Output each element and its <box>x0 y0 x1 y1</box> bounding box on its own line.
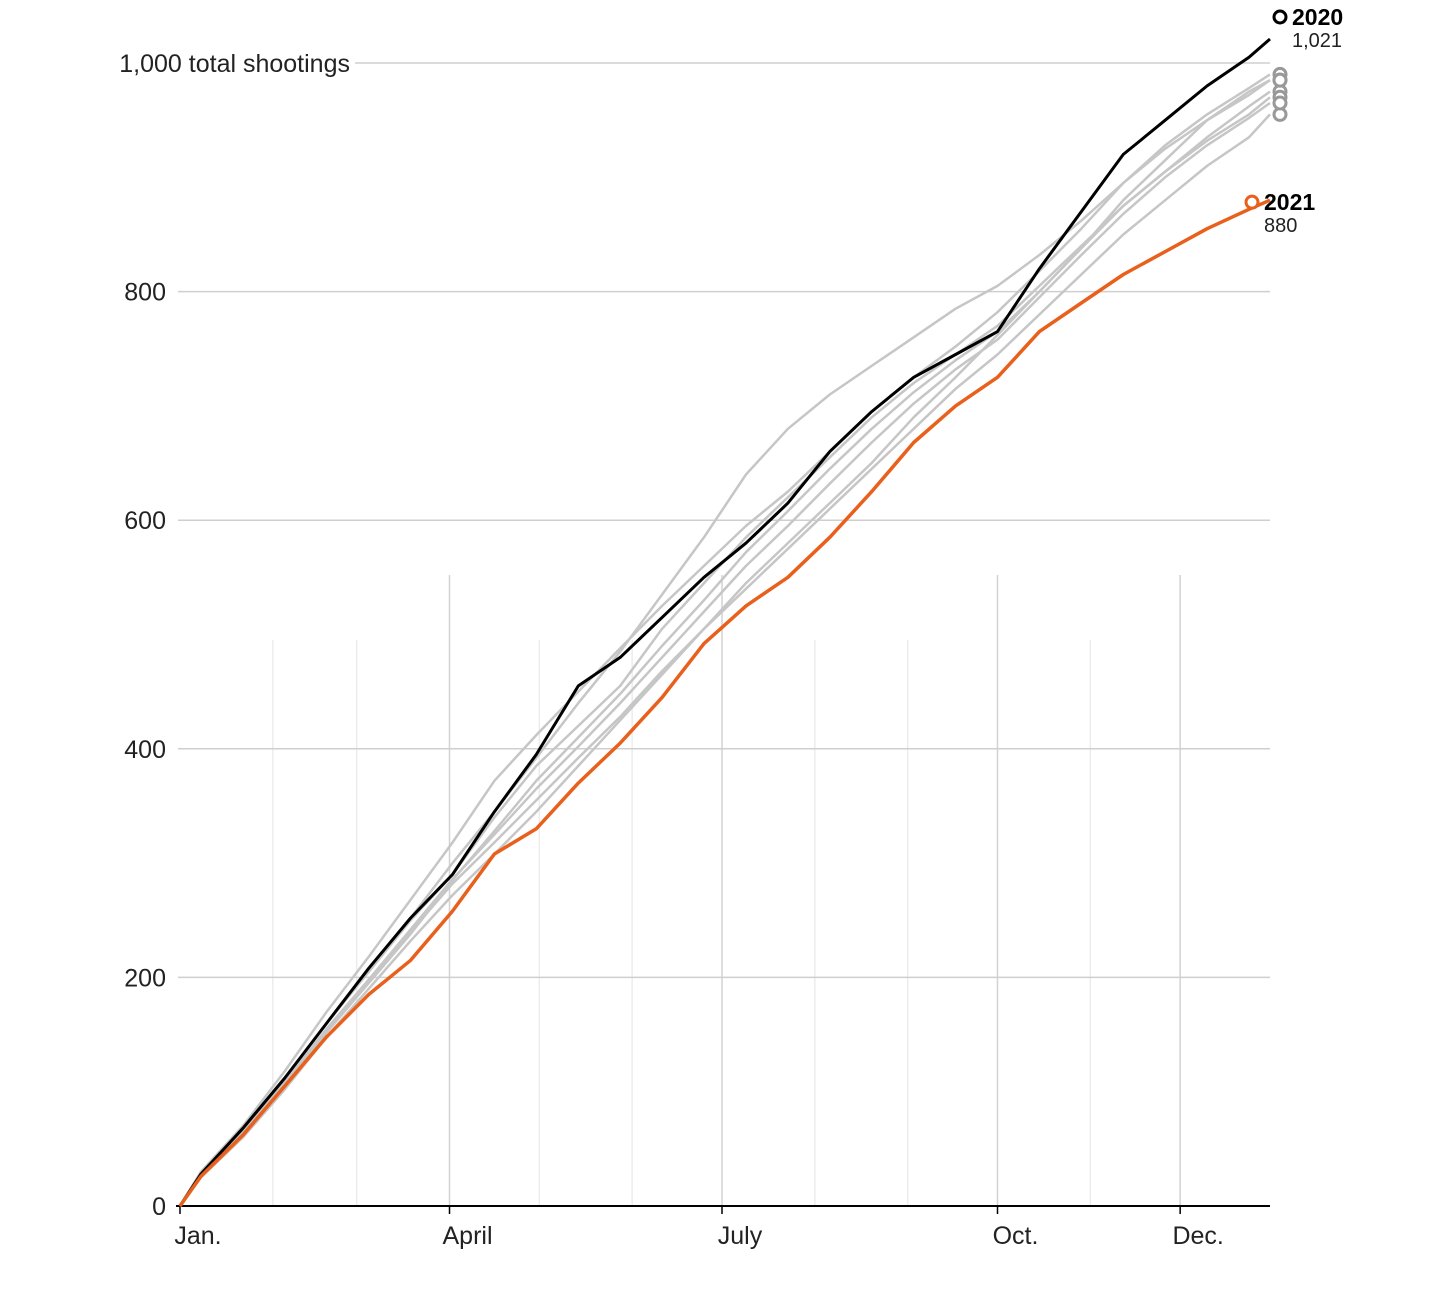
x-tick-label: Oct. <box>993 1222 1039 1250</box>
other-years-series <box>178 73 1271 1207</box>
series-line-other-year <box>178 113 1271 1207</box>
series-end-marker-2021 <box>1244 194 1260 210</box>
series-value-label: 1,021 <box>1292 30 1342 52</box>
x-tick-label: July <box>718 1222 763 1250</box>
y-axis: 0 200 400 600 800 1,000 total shootings <box>119 50 350 1221</box>
y-tick-label: 1,000 total shootings <box>119 50 350 78</box>
series-line-other-year <box>178 101 1271 1207</box>
series-name-label: 2021 <box>1264 189 1315 215</box>
y-tick-label: 600 <box>124 507 166 535</box>
x-axis: Jan. April July Oct. Dec. <box>174 1205 1270 1250</box>
series-end-marker <box>1272 95 1288 111</box>
series-line-other-year <box>178 96 1271 1207</box>
series-line-other-year <box>178 90 1271 1207</box>
y-tick-label: 0 <box>152 1193 166 1221</box>
x-tick-label: April <box>442 1222 492 1250</box>
x-tick-label: Dec. <box>1172 1222 1223 1250</box>
y-tick-label: 800 <box>124 279 166 307</box>
series-end-marker <box>1272 72 1288 88</box>
series-end-marker-2020 <box>1272 9 1288 25</box>
highlighted-series <box>178 37 1271 1208</box>
series-name-label: 2020 <box>1292 4 1343 30</box>
series-value-label: 880 <box>1264 215 1297 237</box>
series-line-other-year <box>178 73 1271 1207</box>
month-gridlines <box>272 575 1181 1206</box>
x-tick-label: Jan. <box>174 1222 221 1250</box>
y-tick-label: 400 <box>124 736 166 764</box>
series-line-2021 <box>178 198 1271 1208</box>
y-tick-label: 200 <box>124 964 166 992</box>
series-line-2020 <box>178 37 1271 1207</box>
